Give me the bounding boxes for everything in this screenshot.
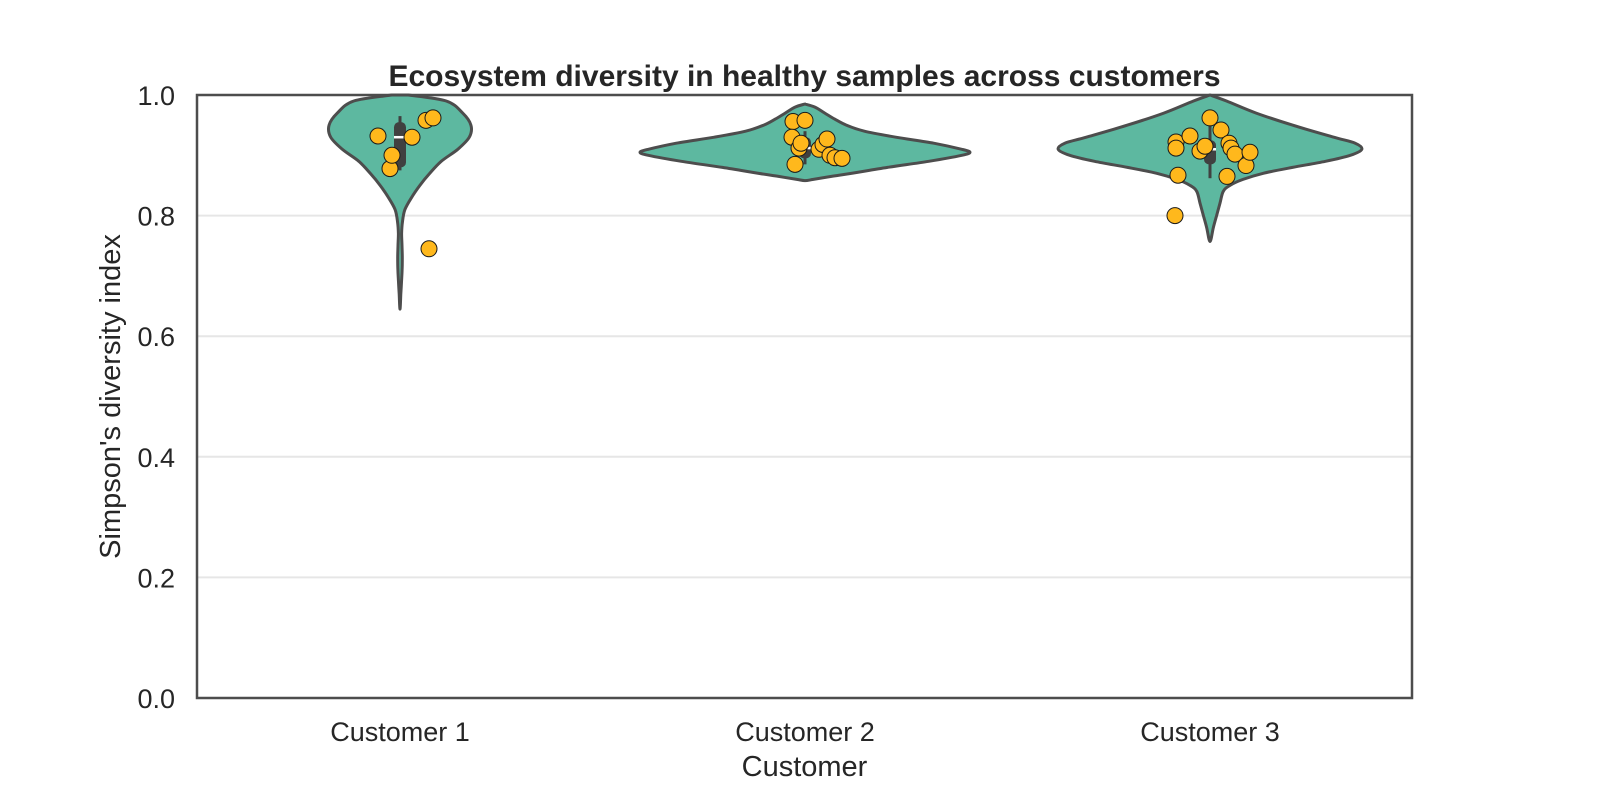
- data-point: [1181, 127, 1199, 145]
- grid-lines: [197, 214, 1412, 579]
- data-point: [369, 127, 387, 145]
- data-point: [1201, 109, 1219, 127]
- data-point: [796, 111, 814, 129]
- plot-frame: [195, 93, 1414, 700]
- x-tick-label: Customer 3: [1140, 717, 1280, 747]
- data-point: [833, 149, 851, 167]
- y-tick-label: 0.0: [137, 684, 175, 714]
- y-tick-label: 0.6: [137, 322, 175, 352]
- data-point: [786, 155, 804, 173]
- chart-title: Ecosystem diversity in healthy samples a…: [388, 60, 1220, 93]
- data-point: [1212, 121, 1230, 139]
- violin-1: [326, 93, 474, 311]
- data-point: [1196, 137, 1214, 155]
- x-axis-label: Customer: [742, 751, 868, 783]
- y-tick-label: 0.2: [137, 563, 175, 593]
- data-points: [369, 109, 1259, 258]
- data-point: [1218, 167, 1236, 185]
- data-point: [1241, 143, 1259, 161]
- data-point: [420, 240, 438, 258]
- y-tick-label: 0.8: [137, 202, 175, 232]
- x-tick-label: Customer 2: [735, 717, 875, 747]
- data-point: [1167, 139, 1185, 157]
- data-point: [403, 128, 421, 146]
- y-tick-label: 1.0: [137, 81, 175, 111]
- data-point: [424, 109, 442, 127]
- y-tick-label: 0.4: [137, 443, 175, 473]
- y-axis-ticks: 0.0 0.2 0.4 0.6 0.8 1.0: [137, 81, 175, 714]
- data-point: [1169, 166, 1187, 184]
- violins: [326, 93, 1364, 311]
- data-point: [818, 130, 836, 148]
- y-axis-label: Simpson's diversity index: [95, 234, 127, 559]
- x-tick-label: Customer 1: [330, 717, 470, 747]
- data-point: [383, 146, 401, 164]
- data-point: [1166, 207, 1184, 225]
- data-point: [792, 134, 810, 152]
- x-axis-ticks: Customer 1 Customer 2 Customer 3: [330, 717, 1280, 747]
